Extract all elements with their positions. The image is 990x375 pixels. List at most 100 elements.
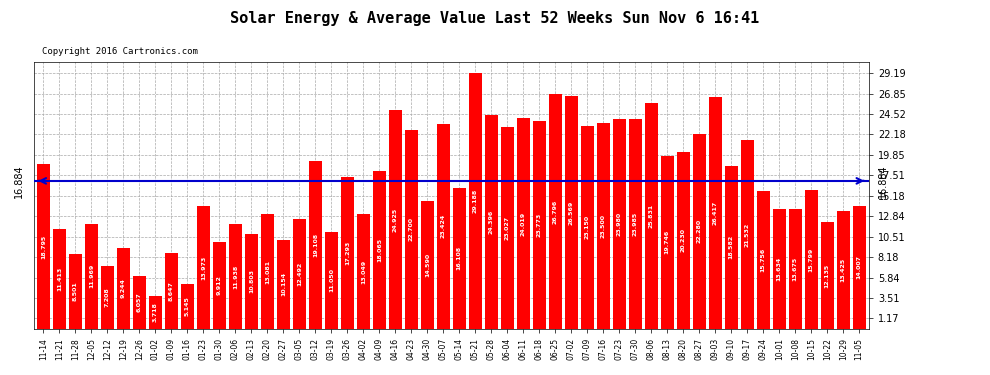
FancyBboxPatch shape — [785, 38, 860, 56]
Bar — [485, 115, 498, 329]
Bar — [597, 123, 610, 329]
Text: 21.532: 21.532 — [744, 222, 749, 247]
Text: 11.050: 11.050 — [329, 268, 334, 292]
Text: 23.985: 23.985 — [633, 211, 638, 236]
Text: 25.831: 25.831 — [648, 204, 653, 228]
Bar — [69, 254, 82, 329]
Text: 22.700: 22.700 — [409, 217, 414, 242]
Bar — [501, 127, 514, 329]
Text: 13.425: 13.425 — [841, 258, 845, 282]
Bar — [277, 240, 290, 329]
Bar — [741, 140, 753, 329]
Text: 19.108: 19.108 — [313, 233, 318, 257]
Text: 16.884: 16.884 — [878, 164, 888, 198]
Bar — [421, 201, 434, 329]
Bar — [229, 224, 242, 329]
Text: Solar Energy & Average Value Last 52 Weeks Sun Nov 6 16:41: Solar Energy & Average Value Last 52 Wee… — [231, 11, 759, 26]
Bar — [661, 156, 673, 329]
Text: 10.803: 10.803 — [248, 269, 253, 293]
Bar — [725, 166, 738, 329]
Text: 3.718: 3.718 — [152, 303, 157, 322]
Bar — [773, 209, 786, 329]
Text: 18.795: 18.795 — [41, 234, 46, 258]
Text: 23.424: 23.424 — [441, 214, 446, 238]
Text: 12.135: 12.135 — [825, 264, 830, 288]
Text: 29.188: 29.188 — [473, 189, 478, 213]
Bar — [197, 206, 210, 329]
Text: 9.912: 9.912 — [217, 275, 222, 295]
Bar — [437, 124, 449, 329]
Bar — [309, 161, 322, 329]
Bar — [565, 96, 578, 329]
Bar — [389, 111, 402, 329]
Text: 24.925: 24.925 — [393, 207, 398, 232]
Bar — [629, 118, 642, 329]
Bar — [341, 177, 353, 329]
Bar — [325, 232, 338, 329]
Text: 5.145: 5.145 — [185, 296, 190, 316]
FancyBboxPatch shape — [710, 38, 785, 56]
Bar — [53, 229, 65, 329]
Text: 17.293: 17.293 — [345, 241, 349, 265]
Text: 8.647: 8.647 — [169, 281, 174, 301]
Text: 13.675: 13.675 — [793, 257, 798, 281]
Text: 11.969: 11.969 — [89, 264, 94, 288]
Text: 26.417: 26.417 — [713, 201, 718, 225]
Bar — [245, 234, 257, 329]
Bar — [693, 134, 706, 329]
Text: 13.081: 13.081 — [265, 260, 270, 284]
Text: 13.634: 13.634 — [777, 257, 782, 281]
Text: 14.007: 14.007 — [856, 255, 861, 279]
Bar — [548, 94, 561, 329]
Text: 23.027: 23.027 — [505, 216, 510, 240]
Text: 18.065: 18.065 — [377, 237, 382, 262]
Text: 6.057: 6.057 — [137, 292, 142, 312]
Text: 23.500: 23.500 — [601, 214, 606, 238]
Text: 23.150: 23.150 — [585, 215, 590, 239]
Bar — [644, 102, 657, 329]
Bar — [756, 191, 769, 329]
Bar — [165, 253, 178, 329]
Bar — [37, 164, 50, 329]
Bar — [517, 118, 530, 329]
Text: 24.019: 24.019 — [521, 211, 526, 236]
Bar — [261, 214, 274, 329]
Bar — [405, 130, 418, 329]
Bar — [117, 248, 130, 329]
Text: 15.799: 15.799 — [809, 248, 814, 272]
Bar — [613, 119, 626, 329]
Text: 10.154: 10.154 — [281, 272, 286, 296]
Text: 26.796: 26.796 — [552, 199, 557, 223]
Text: 7.208: 7.208 — [105, 287, 110, 307]
Bar — [709, 98, 722, 329]
Text: 11.938: 11.938 — [233, 264, 238, 289]
Text: 16.884: 16.884 — [14, 164, 24, 198]
Bar — [533, 120, 545, 329]
Bar — [213, 242, 226, 329]
Bar — [101, 266, 114, 329]
Text: 20.230: 20.230 — [681, 228, 686, 252]
Bar — [821, 222, 834, 329]
Text: 13.049: 13.049 — [360, 260, 366, 284]
Text: 22.280: 22.280 — [697, 219, 702, 243]
Text: 11.413: 11.413 — [56, 267, 62, 291]
Text: 26.569: 26.569 — [569, 200, 574, 225]
Text: 13.973: 13.973 — [201, 255, 206, 280]
Bar — [373, 171, 386, 329]
Text: 23.980: 23.980 — [617, 211, 622, 236]
Text: Copyright 2016 Cartronics.com: Copyright 2016 Cartronics.com — [43, 47, 198, 56]
Bar — [148, 296, 161, 329]
Text: 16.108: 16.108 — [456, 246, 461, 270]
Text: 23.773: 23.773 — [537, 213, 542, 237]
Bar — [181, 284, 194, 329]
Bar — [581, 126, 594, 329]
Bar — [469, 73, 482, 329]
Text: 24.396: 24.396 — [489, 210, 494, 234]
Bar — [452, 188, 465, 329]
Bar — [837, 211, 849, 329]
Bar — [789, 209, 802, 329]
Bar — [85, 224, 98, 329]
Text: 12.492: 12.492 — [297, 262, 302, 286]
Text: 9.244: 9.244 — [121, 278, 126, 298]
Bar — [357, 214, 369, 329]
